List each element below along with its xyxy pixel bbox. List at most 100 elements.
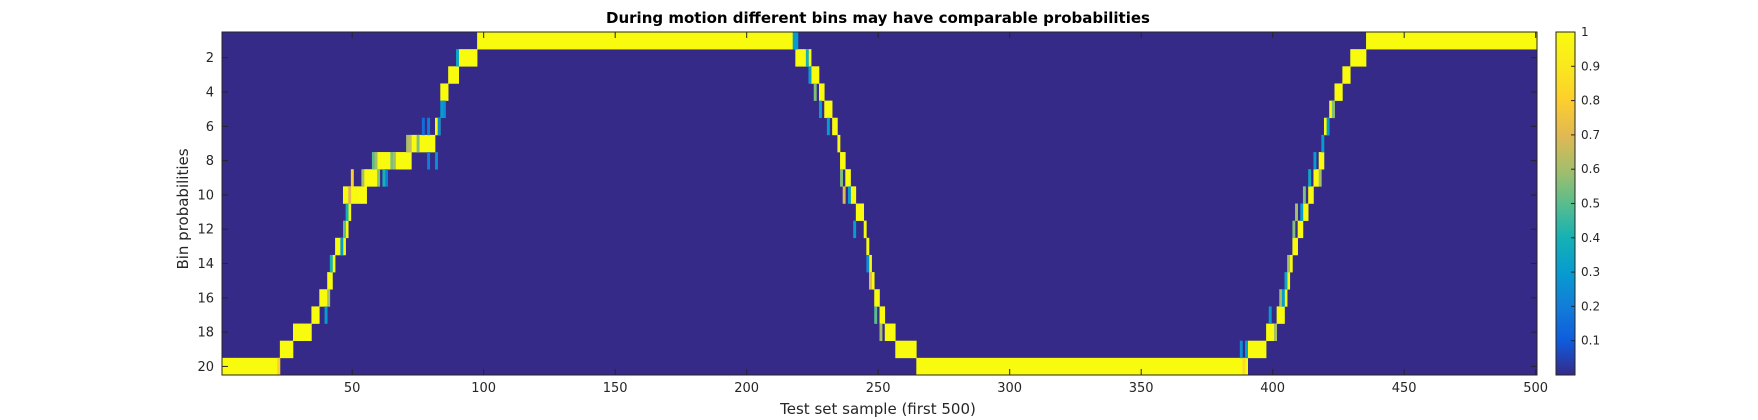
- heatmap-cell: [350, 169, 354, 187]
- colorbar-tick-label: 0.8: [1581, 94, 1600, 108]
- heatmap-cell: [427, 117, 431, 136]
- heatmap-segment: [348, 203, 352, 221]
- heatmap-cell: [371, 152, 375, 170]
- heatmap-segment: [477, 32, 796, 50]
- heatmap-segment: [377, 152, 391, 170]
- heatmap-cell: [427, 152, 431, 170]
- heatmap-segment: [279, 340, 294, 359]
- y-tick-label: 14: [197, 257, 214, 272]
- heatmap-segment: [356, 186, 367, 204]
- heatmap-cell: [408, 134, 412, 153]
- heatmap-segment: [916, 357, 1248, 376]
- heatmap-cell: [348, 186, 352, 204]
- colorbar-tick-label: 0.4: [1581, 231, 1600, 245]
- heatmap-cell: [1281, 289, 1285, 307]
- heatmap-cell: [437, 117, 441, 136]
- heatmap-cell: [327, 289, 331, 307]
- heatmap-segment: [850, 186, 857, 204]
- heatmap-segment: [364, 169, 378, 187]
- heatmap-segment: [871, 272, 875, 290]
- heatmap-cell: [1284, 272, 1288, 290]
- heatmap-segment: [1247, 340, 1267, 359]
- heatmap-cell: [868, 272, 872, 290]
- heatmap-cell: [819, 100, 822, 119]
- heatmap-cell: [1242, 357, 1246, 376]
- heatmap-cell: [853, 220, 857, 239]
- heatmap-segment: [448, 66, 459, 84]
- x-tick-label: 50: [344, 381, 361, 396]
- heatmap-cell: [1318, 169, 1322, 187]
- heatmap-segment: [879, 306, 886, 324]
- heatmap-segment: [1313, 169, 1320, 187]
- heatmap-cells: [222, 32, 1538, 376]
- colorbar-tick-label: 0.9: [1581, 59, 1600, 73]
- heatmap-cell: [390, 152, 394, 170]
- heatmap-cell: [374, 152, 378, 170]
- heatmap-segment: [440, 83, 449, 101]
- colorbar-tick-label: 0.6: [1581, 162, 1600, 176]
- colorbar-ticks: 0.1 0.2 0.3 0.4 0.5 0.6 0.7 0.8 0.9 1: [1571, 25, 1600, 348]
- heatmap-cell: [1268, 306, 1272, 324]
- colorbar-tick-label: 0.7: [1581, 128, 1600, 142]
- heatmap-segment: [293, 323, 312, 341]
- heatmap-cell: [277, 357, 281, 376]
- heatmap-segment: [1266, 323, 1277, 341]
- heatmap-cell: [879, 323, 883, 341]
- heatmap-cell: [435, 152, 438, 170]
- x-tick-label: 150: [603, 381, 628, 396]
- heatmap-segment: [222, 357, 281, 376]
- heatmap-segment: [345, 220, 349, 239]
- heatmap-segment: [895, 340, 917, 359]
- heatmap-cell: [392, 152, 396, 170]
- heatmap-cell: [1308, 169, 1312, 187]
- heatmap-cell: [1287, 254, 1291, 273]
- heatmap-segment: [311, 306, 320, 324]
- heatmap-segment: [1366, 32, 1538, 50]
- heatmap-segment: [866, 237, 870, 256]
- heatmap-segment: [1302, 203, 1309, 221]
- heatmap-cell: [1331, 100, 1335, 119]
- heatmap-cell: [874, 306, 878, 324]
- heatmap-segment: [855, 203, 865, 221]
- heatmap-segment: [1276, 306, 1285, 324]
- heatmap-segment: [1308, 186, 1314, 204]
- heatmap-cell: [324, 306, 328, 324]
- heatmap-segment: [327, 272, 333, 290]
- heatmap-cell: [1279, 289, 1283, 307]
- heatmap-cell: [377, 169, 381, 187]
- heatmap-cell: [361, 169, 365, 187]
- heatmap-segment: [884, 323, 896, 341]
- heatmap-cell: [345, 203, 349, 221]
- y-tick-label: 18: [197, 326, 214, 341]
- x-tick-label: 400: [1260, 381, 1285, 396]
- x-tick-label: 350: [1129, 381, 1154, 396]
- x-tick-label: 200: [734, 381, 759, 396]
- axes-box: [221, 31, 1538, 376]
- y-tick-label: 6: [206, 120, 214, 135]
- heatmap-cell: [421, 117, 425, 136]
- heatmap-cell: [1274, 323, 1277, 341]
- heatmap-cell: [813, 83, 817, 101]
- heatmap-cell: [329, 254, 333, 273]
- heatmap-cell: [1321, 134, 1325, 153]
- y-axis: 2 4 6 8 10 12 14 16 18 20: [197, 51, 1537, 375]
- heatmap-segment: [458, 49, 478, 67]
- x-axis-label: Test set sample (first 500): [779, 400, 976, 418]
- y-tick-label: 4: [206, 86, 214, 101]
- x-tick-label: 500: [1523, 381, 1548, 396]
- heatmap-segment: [837, 134, 841, 153]
- heatmap-cell: [1300, 203, 1304, 221]
- heatmap-cell: [416, 134, 420, 153]
- x-tick-label: 100: [471, 381, 496, 396]
- heatmap-segment: [1334, 83, 1343, 101]
- heatmap-cell: [440, 100, 444, 119]
- heatmap-segment: [819, 83, 825, 101]
- heatmap-segment: [319, 289, 328, 307]
- heatmap-cell: [1295, 203, 1298, 221]
- heatmap-cell: [442, 100, 446, 119]
- heatmap-segment: [1342, 66, 1351, 84]
- heatmap-segment: [868, 254, 872, 273]
- heatmap-cell: [805, 49, 809, 67]
- heatmap-segment: [1350, 49, 1367, 67]
